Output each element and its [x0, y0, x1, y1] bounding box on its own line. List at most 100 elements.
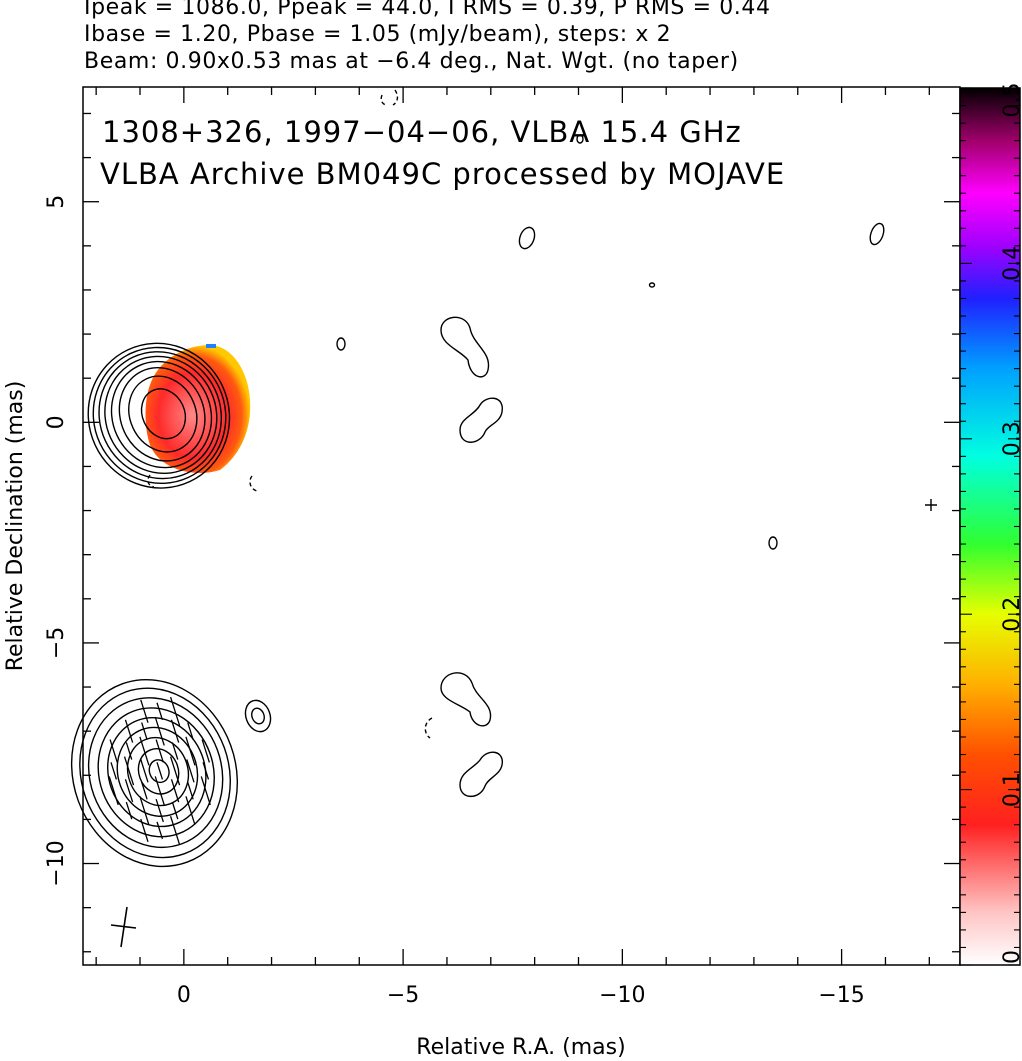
x-tick-label: −15 — [818, 983, 864, 1008]
contour-level — [104, 355, 218, 475]
polarization-vector — [139, 796, 150, 826]
x-tick-label: −10 — [599, 983, 645, 1008]
colorbar-tick-label: 0.3 — [1000, 421, 1022, 456]
contour-level — [118, 366, 206, 462]
header-line-3: Beam: 0.90x0.53 mas at −6.4 deg., Nat. W… — [84, 49, 739, 74]
header-line-2: Ibase = 1.20, Pbase = 1.05 (mJy/beam), s… — [84, 22, 672, 47]
polarization-vector — [141, 722, 148, 740]
polarization-vector — [141, 781, 148, 800]
beam-minor-axis — [110, 924, 137, 929]
plot-frame — [82, 86, 961, 966]
map-annotation-source: 1308+326, 1997−04−06, VLBA 15.4 GHz — [102, 115, 742, 149]
negative-contour-c — [249, 475, 258, 492]
contour-level — [128, 375, 198, 453]
contour-blob-companion-inner — [251, 707, 265, 725]
y-axis-ticks: 5 0 −5 −10 — [44, 112, 960, 953]
colorbar-tick-label: 0.1 — [1000, 772, 1022, 807]
polarization-vector — [125, 801, 133, 820]
polarization-vector — [171, 742, 179, 760]
header-line-1: Ipeak = 1086.0, Ppeak = 44.0, I RMS = 0.… — [84, 0, 771, 20]
map-annotation-processing: VLBA Archive BM049C processed by MOJAVE — [100, 157, 785, 191]
polarization-vector — [185, 796, 196, 826]
polarization-vector — [108, 776, 119, 806]
polarization-vector — [110, 762, 118, 780]
polarization-vector — [201, 739, 210, 763]
colorbar — [959, 87, 1021, 966]
contour-level — [70, 679, 239, 868]
polarization-peak-pixel — [206, 344, 216, 348]
polarization-vector — [156, 702, 164, 721]
contour-blob-south-arc — [440, 672, 492, 727]
colorbar-tick-label: 0.2 — [1000, 597, 1022, 632]
polarization-vector — [154, 776, 165, 806]
x-tick-label: −5 — [387, 983, 419, 1008]
polarization-vector — [169, 756, 181, 786]
polarization-vector — [140, 818, 149, 843]
polarization-vector — [187, 722, 194, 740]
y-axis-title: Relative Declination (mas) — [3, 381, 28, 672]
colorbar-ticks: 0 0.1 0.2 0.3 0.4 0.5 — [960, 83, 1022, 966]
contour-blob-small-f — [576, 134, 584, 144]
polarization-vector — [156, 821, 164, 840]
contour-level — [98, 351, 223, 480]
contour-level — [148, 759, 170, 784]
polarization-vectors — [108, 696, 211, 845]
polarization-vector — [170, 779, 180, 803]
negative-contour-b — [147, 474, 155, 488]
polarization-vector — [155, 739, 164, 763]
polarization-vector — [156, 762, 164, 780]
contour-blob-small-e — [648, 282, 656, 288]
polarization-vector — [123, 756, 135, 786]
polarization-vector — [171, 801, 179, 820]
contour-level — [79, 687, 231, 859]
contour-blob-north-arc — [440, 316, 490, 378]
polarization-vector — [187, 781, 194, 800]
noise-cross — [925, 499, 937, 511]
y-tick-label: −5 — [44, 627, 69, 659]
contour-blob-small-b — [869, 222, 885, 246]
contour-blob-south-lower — [459, 751, 503, 798]
negative-contour-d — [424, 717, 433, 739]
y-tick-label: 0 — [44, 415, 69, 429]
contour-blob-north-lower — [459, 397, 503, 443]
contour-level — [140, 388, 187, 440]
polarization-vector — [125, 742, 133, 760]
polarization-vector — [185, 736, 196, 766]
polarization-vector — [154, 716, 165, 746]
minor-contour-features — [147, 89, 937, 798]
colorbar-tick-label: 0.5 — [1000, 83, 1022, 118]
contour-blob-small-c — [768, 536, 778, 550]
x-axis-title: Relative R.A. (mas) — [416, 1035, 625, 1060]
y-tick-label: 5 — [44, 195, 69, 209]
contour-level — [137, 748, 180, 795]
contour-level — [87, 697, 224, 849]
negative-contour-a — [380, 89, 399, 106]
contour-blob-small-d — [336, 337, 346, 351]
contour-blob-companion — [244, 699, 272, 733]
x-tick-label: 0 — [177, 983, 191, 1008]
polarization-vector — [140, 759, 149, 783]
polarization-vector — [124, 779, 134, 803]
colorbar-tick-label: 0 — [1000, 950, 1022, 964]
polarization-vector — [140, 699, 149, 723]
polarization-vector — [155, 798, 164, 823]
polarization-vector — [124, 719, 134, 743]
polarization-vector — [202, 762, 210, 780]
contour-level — [126, 736, 190, 807]
contour-blob-small-a — [518, 226, 536, 250]
colorbar-tick-label: 0.4 — [1000, 246, 1022, 281]
contour-level — [92, 346, 227, 485]
contour-level — [107, 717, 207, 828]
polarization-vector — [109, 739, 118, 763]
polarization-vector — [200, 776, 211, 806]
polarization-vector — [170, 719, 180, 743]
polarization-vector — [186, 759, 195, 783]
y-tick-label: −10 — [44, 840, 69, 886]
x-axis-ticks: 0 −5 −10 −15 — [95, 87, 930, 1008]
polarization-vector — [139, 736, 150, 766]
polarization-vector — [169, 696, 181, 726]
contour-layer — [70, 342, 239, 868]
contour-level — [110, 360, 213, 469]
contour-level — [87, 342, 231, 489]
